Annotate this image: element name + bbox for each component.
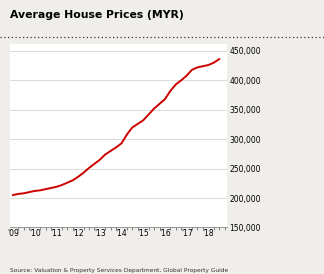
Text: Source: Valuation & Property Services Department, Global Property Guide: Source: Valuation & Property Services De…	[10, 268, 228, 273]
Text: Average House Prices (MYR): Average House Prices (MYR)	[10, 10, 183, 19]
